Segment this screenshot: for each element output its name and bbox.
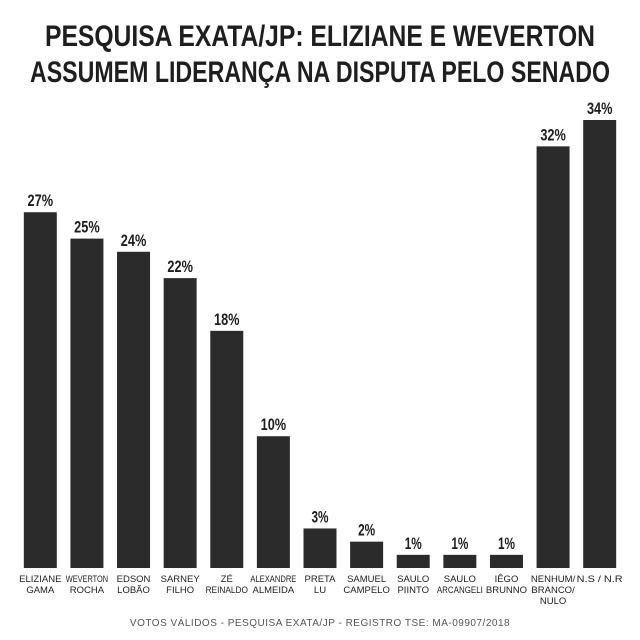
bar xyxy=(210,330,244,568)
chart-title: PESQUISA EXATA/JP: ELIZIANE E WEVERTON xyxy=(45,20,595,53)
x-tick-label: SARNEY xyxy=(161,574,201,585)
x-tick-label: NENHUM/ xyxy=(531,574,576,585)
x-tick-label: CAMPELO xyxy=(343,585,389,596)
x-tick-label: ALEXANDRE xyxy=(250,574,296,585)
x-tick-label: GAMA xyxy=(26,585,55,596)
value-label: 34% xyxy=(587,99,613,118)
x-tick-label: ALMEIDA xyxy=(253,585,295,596)
x-tick-label: PRETA xyxy=(305,574,337,585)
bar xyxy=(163,278,197,568)
value-label: 1% xyxy=(498,534,515,553)
value-label: 18% xyxy=(214,310,240,329)
value-label: 22% xyxy=(167,257,193,276)
value-label: 1% xyxy=(405,534,422,553)
bar xyxy=(256,436,290,568)
chart-title: ASSUMEM LIDERANÇA NA DISPUTA PELO SENADO xyxy=(30,56,610,89)
bar xyxy=(70,238,104,568)
bar xyxy=(23,212,57,568)
x-tick-label: ZÉ xyxy=(221,574,233,585)
x-tick-label: REINALDO xyxy=(206,585,248,596)
bar xyxy=(536,146,570,568)
bar xyxy=(303,528,337,568)
x-tick-label: NULO xyxy=(540,596,566,607)
x-tick-label: BRUNNO xyxy=(486,585,527,596)
x-tick-label: ELIZIANE xyxy=(19,574,61,585)
x-tick-label: WEVERTON xyxy=(66,574,109,585)
bar xyxy=(583,120,617,568)
x-tick-label: ARCANGELI xyxy=(437,585,483,596)
source: VOTOS VÁLIDOS - PESQUISA EXATA/JP - REGI… xyxy=(130,616,510,629)
x-tick-label: EDSON xyxy=(117,574,151,585)
x-tick-label: FILHO xyxy=(166,585,194,596)
value-label: 24% xyxy=(121,231,147,250)
x-tick-label: LOBÃO xyxy=(117,585,150,596)
x-tick-label: SAULO xyxy=(444,574,476,585)
x-tick-label: SAULO xyxy=(397,574,429,585)
x-tick-label: PIINTO xyxy=(397,585,429,596)
bar xyxy=(117,251,151,568)
x-tick-label: SAMUEL xyxy=(347,574,386,585)
value-label: 1% xyxy=(451,534,468,553)
x-tick-label: BRANCO/ xyxy=(531,585,575,596)
value-label: 10% xyxy=(261,415,287,434)
bar xyxy=(443,554,477,568)
value-label: 3% xyxy=(312,507,329,526)
value-label: 27% xyxy=(28,191,54,210)
bar xyxy=(396,554,430,568)
bar xyxy=(350,541,384,568)
value-label: 32% xyxy=(540,125,566,144)
x-tick-label: N.S / N.R xyxy=(577,574,623,585)
value-label: 2% xyxy=(358,521,375,540)
x-tick-label: IÊGO xyxy=(495,574,519,585)
x-tick-label: LU xyxy=(314,585,326,596)
value-label: 25% xyxy=(74,218,100,237)
x-tick-label: ROCHA xyxy=(70,585,105,596)
bar xyxy=(489,554,523,568)
